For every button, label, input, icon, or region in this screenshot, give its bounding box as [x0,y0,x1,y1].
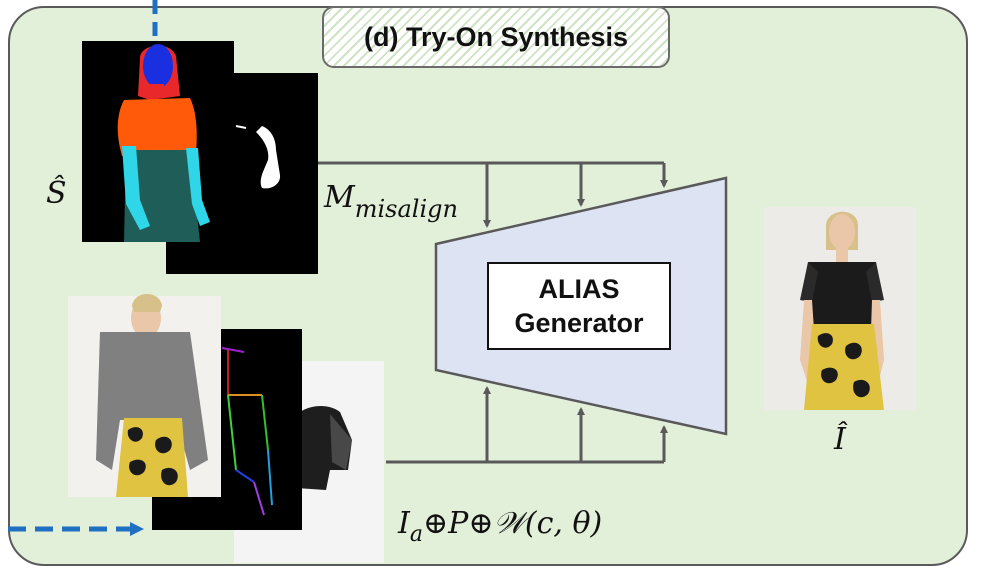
input-label-ia: I [398,506,410,541]
output-label: Î [834,422,846,457]
output-image [764,207,916,410]
input-label-oplus-1: ⊕ [422,506,449,541]
input-label-p: P [448,506,469,541]
generator-label-line2: Generator [514,308,644,338]
input-label-w: 𝒲 [493,506,525,541]
misalign-label: Mmisalign [324,180,458,223]
segmentation-map-image [82,41,234,242]
misalign-label-base: M [324,180,355,215]
input-label-args: (c, θ) [524,506,603,541]
misalign-label-sub: misalign [354,195,458,223]
section-title: (d) Try-On Synthesis [322,6,670,68]
input-label: Ia⊕P⊕𝒲(c, θ) [398,506,603,547]
generator-label-line1: ALIAS [538,274,620,304]
agnostic-person-image [68,294,221,497]
input-label-ia-sub: a [409,522,423,547]
segmentation-label: Ŝ [46,176,67,211]
input-label-oplus-2: ⊕ [468,506,494,541]
alias-generator-label: ALIAS Generator [487,262,671,350]
